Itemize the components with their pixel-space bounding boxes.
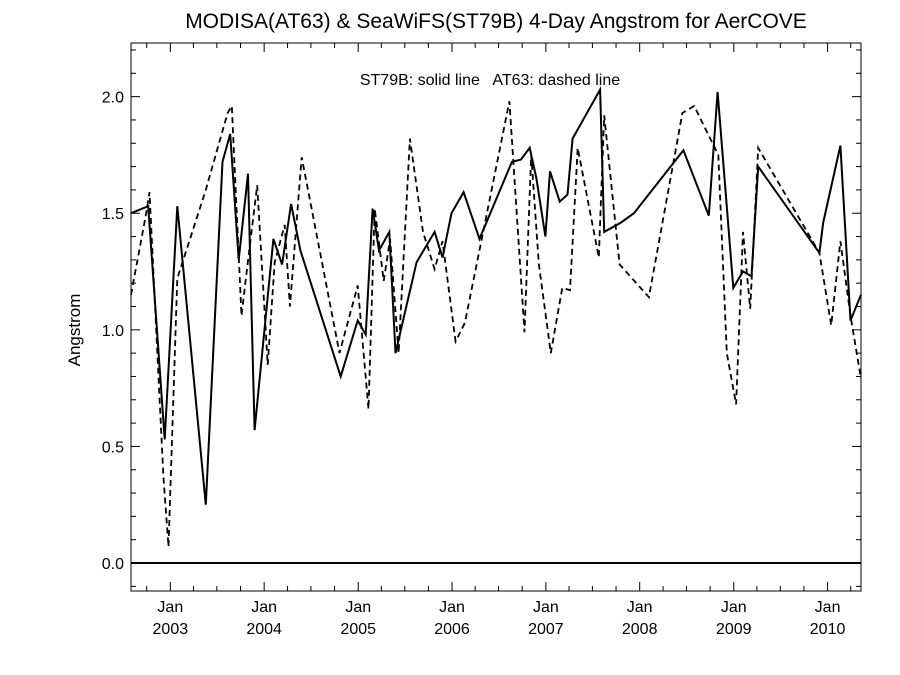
x-tick-label-year: 2004 (246, 621, 282, 638)
x-tick-label-year: 2008 (622, 621, 658, 638)
y-axis-label: Angstrom (65, 294, 84, 367)
x-tick-label-month: Jan (157, 599, 183, 616)
x-tick-label-year: 2003 (153, 621, 189, 638)
legend-annotation: ST79B: solid line AT63: dashed line (360, 72, 620, 89)
x-tick-label-month: Jan (627, 599, 653, 616)
x-tick-label-year: 2007 (528, 621, 564, 638)
chart-title: MODISA(AT63) & SeaWiFS(ST79B) 4-Day Angs… (185, 10, 807, 33)
x-tick-label-year: 2009 (716, 621, 752, 638)
x-tick-label-month: Jan (439, 599, 465, 616)
x-tick-label-year: 2010 (810, 621, 846, 638)
y-tick-label: 2.0 (102, 90, 124, 107)
y-tick-label: 0.5 (102, 439, 124, 456)
x-tick-label-month: Jan (251, 599, 277, 616)
series-line-at63 (130, 101, 862, 547)
x-tick-label-month: Jan (345, 599, 371, 616)
series-layer (130, 85, 862, 565)
y-axis-ticks: 0.0 0.5 1.0 1.5 2.0 (102, 49, 861, 587)
x-tick-label-year: 2005 (340, 621, 376, 638)
x-tick-label-year: 2006 (434, 621, 470, 638)
x-axis-ticks: Jan 2003 Jan 2004 Jan 2005 Jan 2006 Jan 2007 Jan 20… (146, 43, 852, 638)
x-tick-label-month: Jan (721, 599, 747, 616)
x-tick-label-month: Jan (533, 599, 559, 616)
y-tick-label: 1.0 (102, 323, 124, 340)
series-line-st79b (130, 85, 862, 505)
y-tick-label: 0.0 (102, 556, 124, 573)
plot-frame (130, 42, 862, 592)
y-tick-label: 1.5 (102, 206, 124, 223)
x-tick-label-month: Jan (815, 599, 841, 616)
